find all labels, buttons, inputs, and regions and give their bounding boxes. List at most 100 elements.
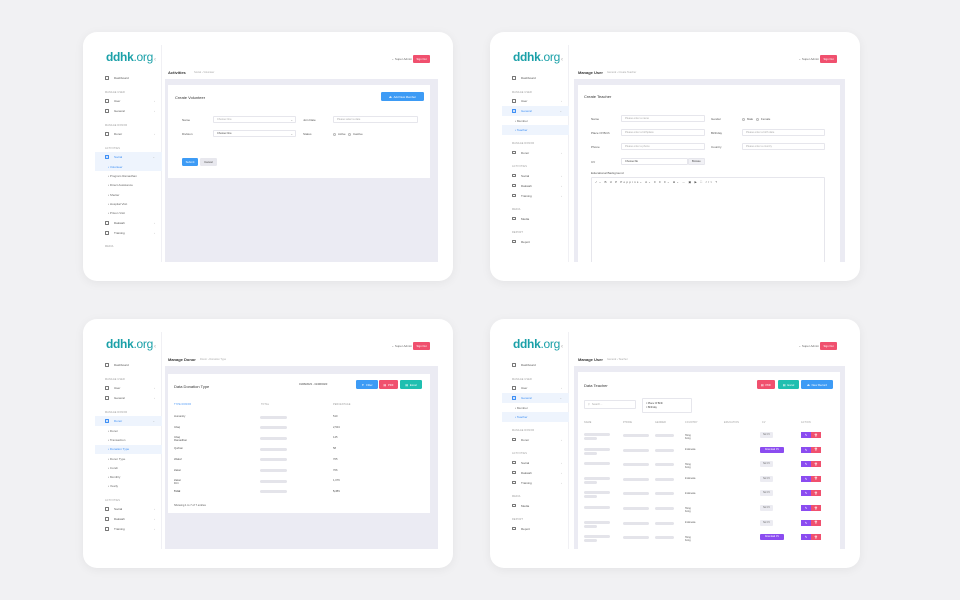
column-toggle-box[interactable]: × Place Of Birth × Birthday (642, 398, 692, 413)
sidebar-item-training[interactable]: Training › (95, 524, 162, 534)
browse-button[interactable]: Browse (688, 158, 705, 165)
edit-icon[interactable]: ✎ (801, 505, 811, 511)
pdf-button[interactable]: ▤ PDF (379, 380, 398, 389)
search-input[interactable]: ⚲ Search... (584, 400, 636, 409)
column-header[interactable]: COUNTRY (685, 422, 698, 424)
gender-male-radio[interactable]: Male (742, 117, 753, 121)
sidebar-item-dashboard[interactable]: Dashboard (95, 360, 162, 370)
logo[interactable]: ddhk.org‹ (513, 50, 563, 64)
sidebar-item-media[interactable]: Media (502, 214, 569, 224)
status-inactive-radio[interactable]: Inactive (348, 132, 363, 136)
sidebar-item-dakwah[interactable]: Dakwah › (502, 181, 569, 191)
trash-icon[interactable]: 🗑 (811, 475, 821, 482)
division-select[interactable]: Choose One ⌄ (213, 130, 296, 137)
sidebar-item-general[interactable]: General › (95, 106, 162, 116)
column-header[interactable]: GENDER (655, 422, 667, 424)
user-menu[interactable]: ⌄ Super Admin (798, 57, 819, 61)
sidebar-subitem-direct-assistance[interactable]: • Direct Assistance (108, 183, 133, 188)
sidebar-item-donor[interactable]: Donor ⌄ (95, 416, 162, 426)
status-active-radio[interactable]: Active (333, 132, 346, 136)
sidebar-subitem-member[interactable]: • Member (515, 405, 528, 410)
column-header[interactable]: TYPE DONOR (174, 404, 192, 406)
sign-out-button[interactable]: Sign Out (820, 55, 837, 63)
sidebar-item-social[interactable]: Social › (502, 458, 569, 468)
sidebar-item-social[interactable]: Social › (502, 171, 569, 181)
sidebar-item-social[interactable]: Social › (95, 504, 162, 514)
tag-place-of-birth[interactable]: × Place Of Birth (646, 401, 663, 405)
column-header[interactable]: TOTAL (261, 404, 270, 406)
excel-button[interactable]: ▤ Excel (400, 380, 422, 389)
sidebar-item-training[interactable]: Training › (502, 478, 569, 488)
sidebar-subitem-monthly[interactable]: • Monthly (108, 475, 121, 480)
trash-icon[interactable]: 🗑 (811, 519, 821, 526)
sidebar-item-dakwah[interactable]: Dakwah › (95, 218, 162, 228)
download-cv-button[interactable]: Download CV (760, 534, 784, 541)
submit-button[interactable]: Submit (182, 158, 198, 166)
edit-icon[interactable]: ✎ (801, 534, 811, 541)
sidebar-item-general[interactable]: General ⌄ (502, 106, 569, 116)
sidebar-subitem-shelter[interactable]: • Shelter (108, 192, 120, 197)
trash-icon[interactable]: 🗑 (811, 490, 821, 497)
sidebar-subitem-volunteer[interactable]: • Volunteer (95, 162, 162, 172)
sidebar-item-training[interactable]: Training › (502, 191, 569, 201)
sidebar-subitem-member[interactable]: • Member (515, 118, 528, 123)
sidebar-item-report[interactable]: Report (502, 237, 569, 247)
sidebar-subitem-teacher[interactable]: • Teacher (502, 412, 569, 422)
sidebar-item-donor[interactable]: Donor › (502, 435, 569, 445)
sign-out-button[interactable]: Sign Out (413, 342, 430, 350)
trash-icon[interactable]: 🗑 (811, 432, 821, 438)
sidebar-item-user[interactable]: User › (95, 383, 162, 393)
new-record-button[interactable]: ⏏ New Record (801, 380, 833, 389)
sidebar-subitem-donation-type[interactable]: • Donation Type (95, 444, 162, 454)
sidebar-item-general[interactable]: General › (95, 393, 162, 403)
column-header[interactable]: CV (762, 422, 766, 424)
cv-file-input[interactable]: Choose file (621, 158, 688, 165)
download-cv-button[interactable]: Download CV (760, 446, 784, 453)
sidebar-subitem-teacher[interactable]: • Teacher (502, 125, 569, 135)
sidebar-subitem-yearly[interactable]: • Yearly (108, 484, 119, 489)
sign-out-button[interactable]: Sign Out (413, 55, 430, 63)
sidebar-subitem-prison-visit[interactable]: • Prison Visit (108, 211, 125, 216)
sidebar-subitem-donor[interactable]: • Donor (108, 428, 119, 433)
sidebar-subitem-hospital-visit[interactable]: • Hospital Visit (108, 201, 128, 206)
sidebar-subitem-program-ramadhan[interactable]: • Program Ramadhan (108, 173, 137, 178)
edit-icon[interactable]: ✎ (801, 432, 811, 438)
edit-icon[interactable]: ✎ (801, 490, 811, 497)
sidebar-item-user[interactable]: User › (502, 96, 569, 106)
filter-button[interactable]: ▼ Filter (356, 380, 378, 389)
phone-input[interactable]: Please enter a phone (621, 143, 705, 150)
edit-icon[interactable]: ✎ (801, 461, 811, 468)
sidebar-subitem-transaction[interactable]: • Transaction (108, 437, 126, 442)
logo[interactable]: ddhk.org‹ (106, 337, 156, 351)
sidebar-subitem-donor-type[interactable]: • Donor Type (108, 456, 126, 461)
edit-icon[interactable]: ✎ (801, 475, 811, 482)
column-header[interactable]: ACTION (801, 422, 811, 424)
sidebar-item-user[interactable]: User › (95, 96, 162, 106)
column-header[interactable]: NAME (584, 422, 592, 424)
sidebar-subitem-condi[interactable]: • Condi (108, 465, 118, 470)
rich-text-editor[interactable]: ✓⌄ B U P Poppins⌄ A⌄ ≡ ≡ ≡⌄ ⊞⌄ ⇔ ▣ ▶ ⛶ <… (591, 177, 825, 262)
trash-icon[interactable]: 🗑 (811, 534, 821, 541)
add-new-member-button[interactable]: ⏏ Add New Member (381, 92, 424, 101)
sidebar-item-social[interactable]: Social ⌄ (95, 152, 162, 162)
logo[interactable]: ddhk.org‹ (513, 337, 563, 351)
sidebar-item-donor[interactable]: Donor › (502, 148, 569, 158)
sidebar-item-dakwah[interactable]: Dakwah › (502, 468, 569, 478)
join-date-input[interactable]: Please select a date (333, 116, 418, 123)
column-header[interactable]: EDUCATION (724, 422, 740, 424)
sidebar-item-dashboard[interactable]: Dashboard (95, 73, 162, 83)
column-header[interactable]: PHONE (623, 422, 633, 424)
tag-birthday[interactable]: × Birthday (646, 406, 657, 410)
sidebar-item-dashboard[interactable]: Dashboard (502, 360, 569, 370)
date-range-picker[interactable]: 01/08/2023 - 31/08/2023 (299, 383, 328, 386)
pdf-button[interactable]: ▤ PDF (757, 380, 775, 389)
sidebar-item-dashboard[interactable]: Dashboard (502, 73, 569, 83)
sidebar-item-donor[interactable]: Donor › (95, 129, 162, 139)
trash-icon[interactable]: 🗑 (811, 446, 821, 453)
sidebar-item-dakwah[interactable]: Dakwah › (95, 514, 162, 524)
logo[interactable]: ddhk.org‹ (106, 50, 156, 64)
sidebar-item-media[interactable]: Media (502, 501, 569, 511)
name-select[interactable]: Choose One ⌄ (213, 116, 296, 123)
trash-icon[interactable]: 🗑 (811, 461, 821, 468)
country-input[interactable]: Please enter a country (742, 143, 825, 150)
